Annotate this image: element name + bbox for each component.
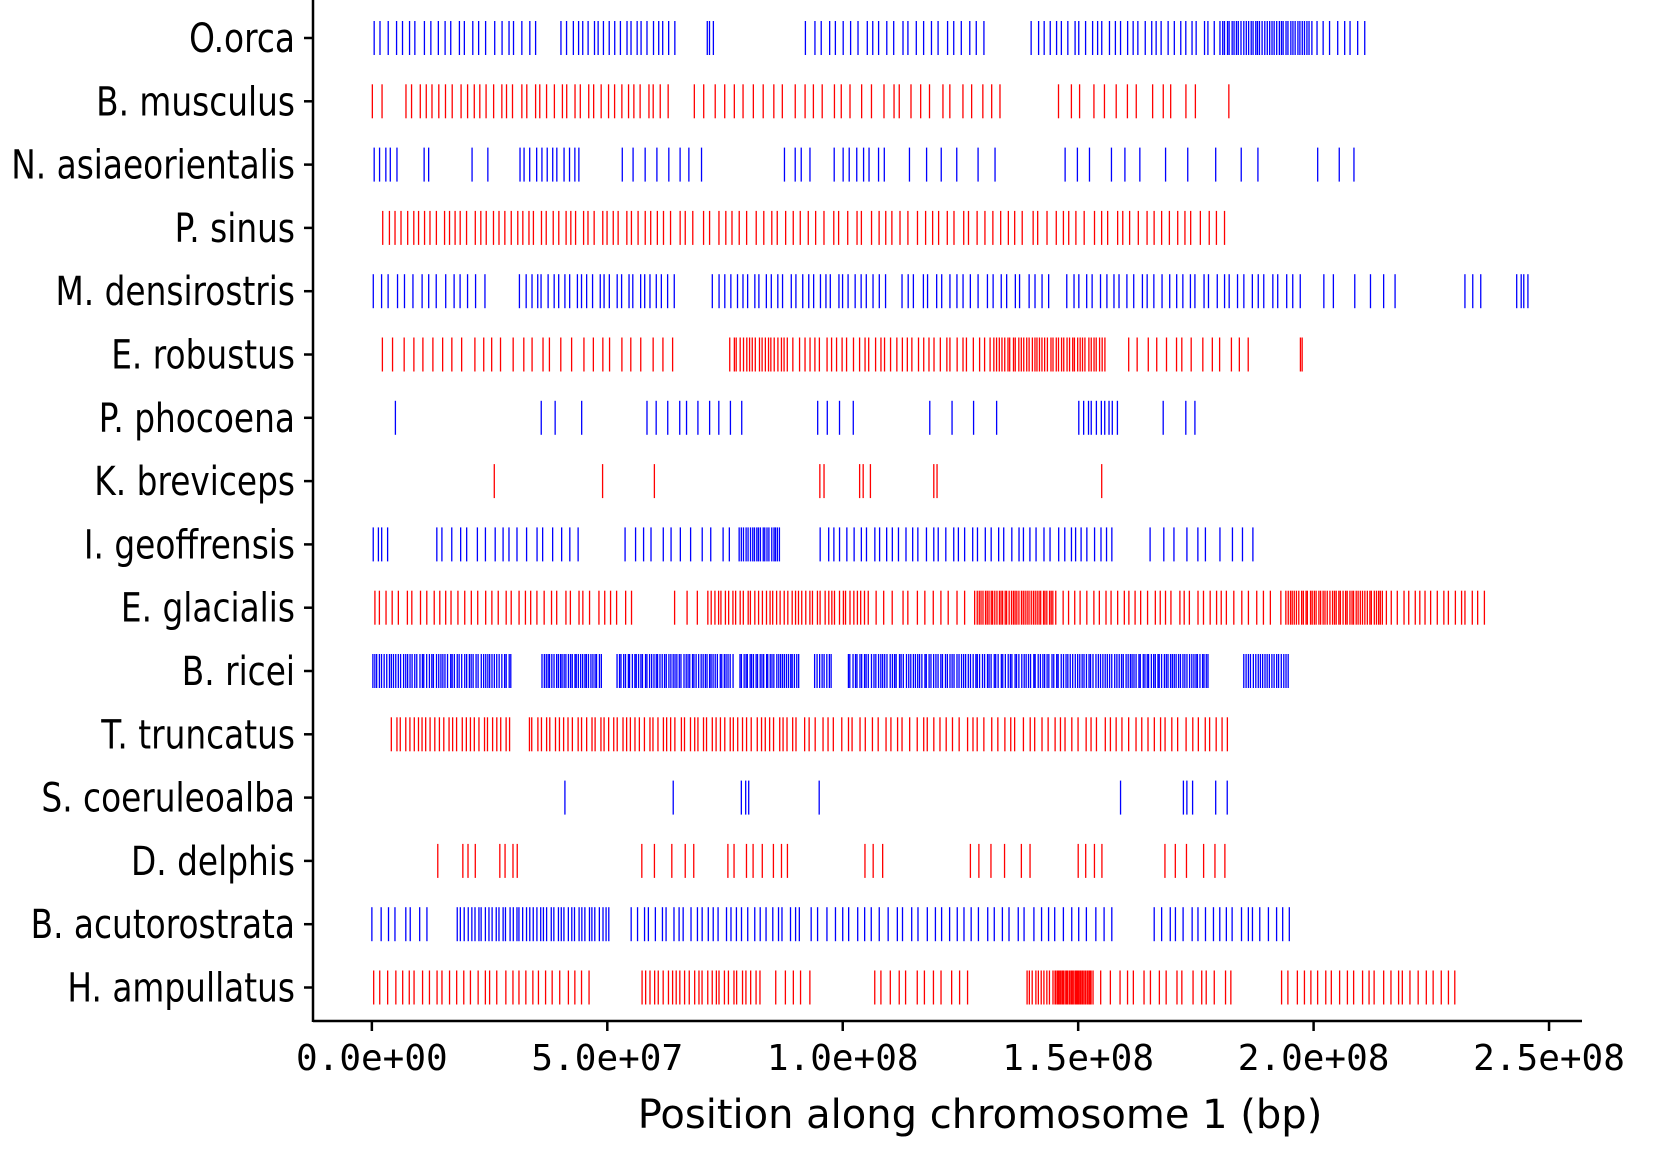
y-tick-label: E. robustus bbox=[111, 331, 295, 378]
track-p-sinus bbox=[382, 210, 1226, 245]
y-tick-label: P. phocoena bbox=[99, 395, 295, 442]
y-tick-label: O.orca bbox=[189, 15, 295, 62]
track-b-acutorostrata bbox=[371, 907, 1290, 942]
y-axis-ticks bbox=[304, 36, 313, 989]
track-i-geoffrensis bbox=[372, 527, 1254, 562]
y-tick-label: E. glacialis bbox=[121, 585, 295, 632]
track-n-asiaeorientalis bbox=[373, 147, 1355, 182]
x-tick-label: 2.5e+08 bbox=[1473, 1038, 1625, 1079]
x-axis-labels: 0.0e+00 5.0e+07 1.0e+08 1.5e+08 2.0e+08 2.5e+… bbox=[296, 1038, 1625, 1079]
y-tick-label: N. asiaeorientalis bbox=[11, 141, 295, 188]
track-e-robustus bbox=[381, 337, 1303, 372]
tracks-group bbox=[371, 21, 1529, 1005]
track-o-orca bbox=[373, 21, 1366, 55]
track-e-glacialis bbox=[374, 590, 1486, 625]
y-tick-label: H. ampullatus bbox=[67, 964, 295, 1011]
track-b-musculus bbox=[371, 84, 1230, 119]
y-tick-label: B. musculus bbox=[96, 78, 295, 125]
x-tick-label: 5.0e+07 bbox=[531, 1038, 683, 1079]
y-tick-label: I. geoffrensis bbox=[84, 521, 295, 568]
track-b-ricei bbox=[372, 654, 1289, 688]
y-tick-label: S. coeruleoalba bbox=[41, 774, 295, 821]
y-tick-label: B. acutorostrata bbox=[31, 901, 295, 948]
y-tick-label: D. delphis bbox=[131, 838, 295, 885]
y-tick-label: M. densirostris bbox=[55, 268, 295, 315]
track-h-ampullatus bbox=[373, 970, 1456, 1005]
x-tick-label: 1.5e+08 bbox=[1002, 1038, 1154, 1079]
x-axis-ticks bbox=[370, 1021, 1551, 1031]
y-tick-label: T. truncatus bbox=[100, 711, 295, 758]
y-tick-label: P. sinus bbox=[175, 205, 295, 252]
x-tick-label: 1.0e+08 bbox=[767, 1038, 919, 1079]
track-p-phocoena bbox=[394, 400, 1196, 435]
y-tick-label: K. breviceps bbox=[94, 458, 295, 505]
y-axis-labels: O.orca B. musculus N. asiaeorientalis P. si… bbox=[11, 15, 295, 1012]
track-s-coeruleoalba bbox=[564, 780, 1228, 815]
track-t-truncatus bbox=[390, 717, 1229, 752]
track-k-breviceps bbox=[493, 464, 1103, 499]
track-m-densirostris bbox=[372, 274, 1529, 309]
x-axis-title: Position along chromosome 1 (bp) bbox=[638, 1092, 1323, 1138]
track-d-delphis bbox=[437, 843, 1226, 878]
x-tick-label: 0.0e+00 bbox=[296, 1038, 448, 1079]
y-tick-label: B. ricei bbox=[182, 648, 295, 695]
x-tick-label: 2.0e+08 bbox=[1238, 1038, 1390, 1079]
